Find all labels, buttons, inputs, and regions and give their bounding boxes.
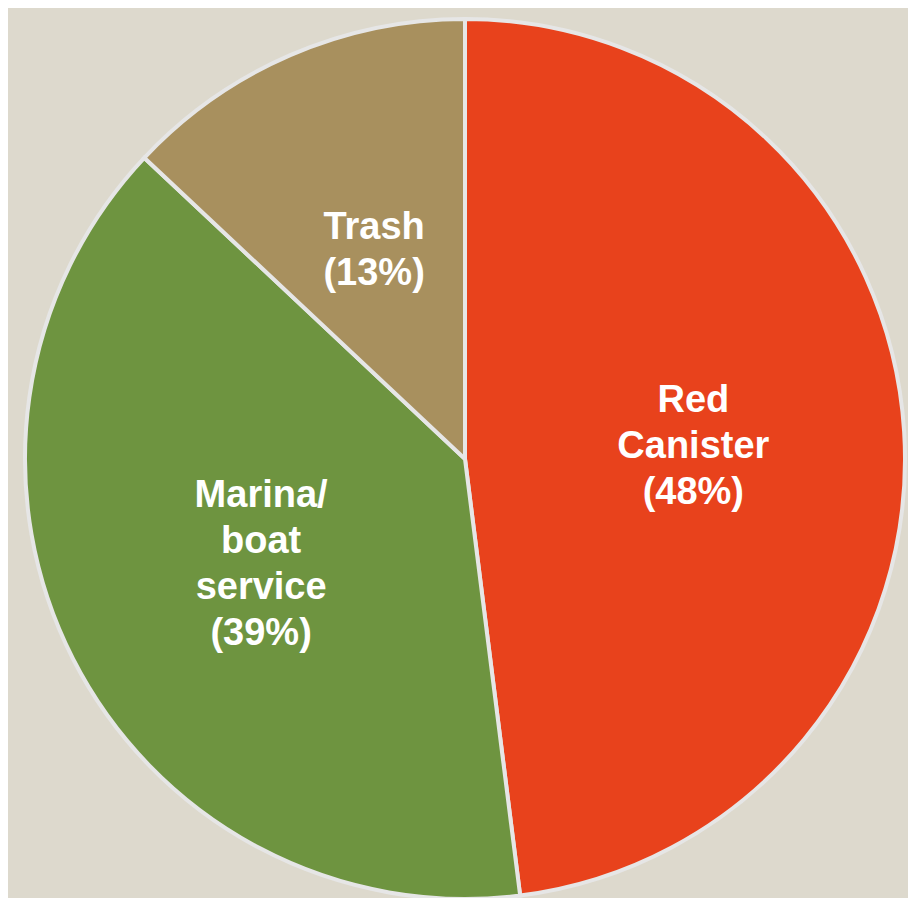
svg-text:Marina/boatservice(39%): Marina/boatservice(39%) bbox=[195, 473, 328, 653]
svg-text:Trash(13%): Trash(13%) bbox=[323, 205, 424, 293]
svg-text:RedCanister(48%): RedCanister(48%) bbox=[617, 378, 769, 512]
